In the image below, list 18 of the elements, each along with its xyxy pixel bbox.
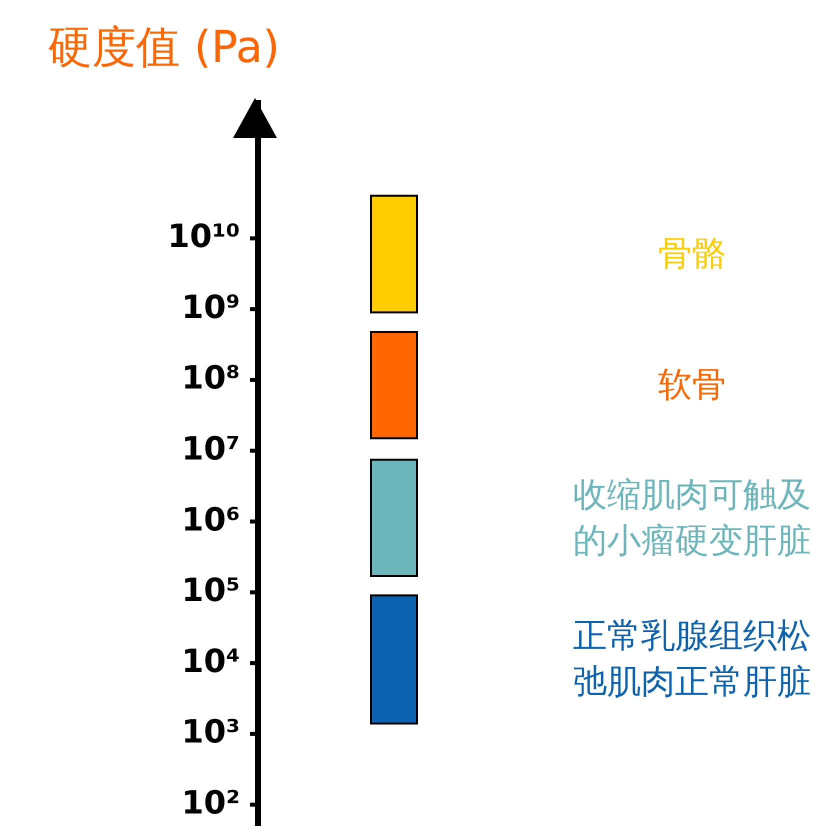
text: 正常乳腺组织松弛肌肉正常肝脏: [572, 615, 812, 704]
bar: [370, 194, 418, 314]
text: 软骨: [657, 364, 727, 408]
y-axis-title: 硬度值 (Pa): [48, 21, 280, 75]
y-tick-label: 10⁴: [181, 642, 240, 680]
y-tick-label: 10⁹: [181, 288, 240, 326]
bar: [370, 331, 418, 440]
bar: [370, 458, 418, 577]
text: 骨骼: [657, 233, 727, 276]
y-tick-label: 10⁷: [181, 429, 240, 468]
bar: [370, 594, 418, 725]
text: 收缩肌肉可触及的小瘤硬变肝脏: [572, 474, 812, 563]
y-tick-label: 10²: [181, 783, 240, 822]
y-tick-label: 10⁵: [181, 571, 240, 610]
y-tick-label: 10³: [181, 712, 240, 751]
y-tick-label: 10⁸: [181, 358, 240, 397]
y-tick-label: 10¹⁰: [167, 217, 240, 256]
y-tick-label: 10⁶: [181, 500, 240, 538]
